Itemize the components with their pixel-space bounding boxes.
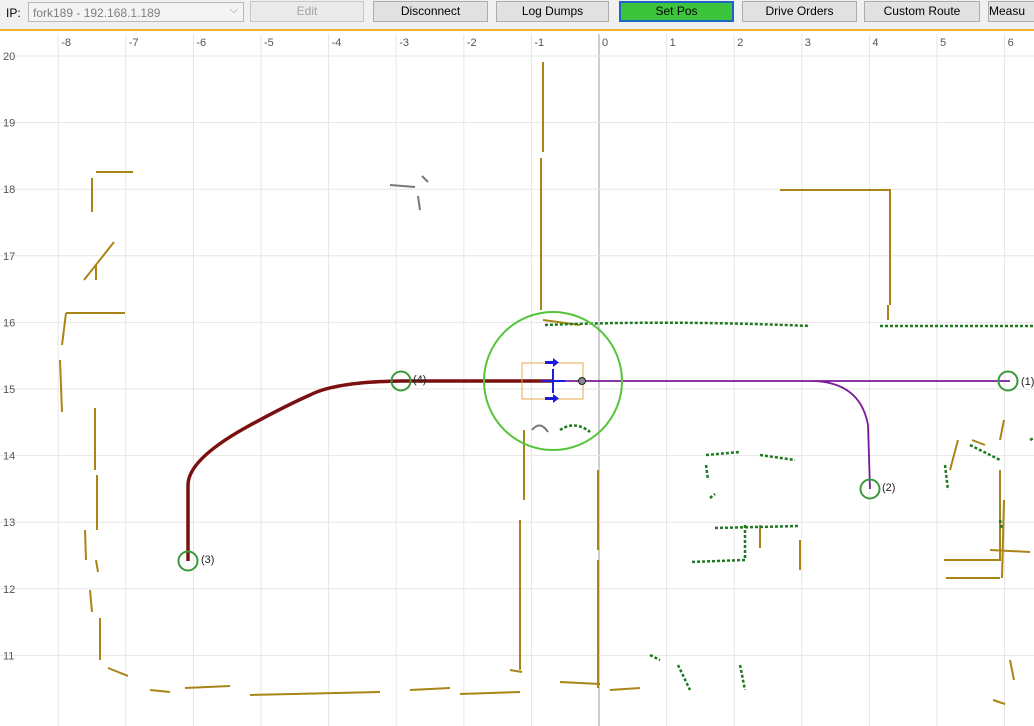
ip-select-value: fork189 - 192.168.1.189 [33, 6, 161, 20]
x-tick-label: 1 [670, 37, 676, 49]
x-tick-label: -1 [534, 37, 544, 49]
route-path-purple [552, 380, 1010, 490]
axis-ticks: 9-8-7-6-5-4-3-2-101234562019181716151413… [3, 37, 1014, 662]
ip-select[interactable]: fork189 - 192.168.1.189 ⌵ [28, 2, 244, 22]
y-tick-label: 13 [3, 517, 15, 529]
y-tick-label: 12 [3, 584, 15, 596]
x-tick-label: 5 [940, 37, 946, 49]
set-pos-button[interactable]: Set Pos [619, 1, 734, 22]
y-tick-label: 14 [3, 451, 15, 463]
y-tick-label: 11 [3, 650, 14, 662]
log-dumps-button[interactable]: Log Dumps [496, 1, 609, 22]
y-tick-label: 18 [3, 184, 15, 196]
route-path-dark [186, 379, 552, 561]
robot-marker[interactable] [483, 311, 623, 451]
robot-front-dot [578, 377, 586, 385]
y-tick-label: 16 [3, 317, 15, 329]
x-tick-label: 6 [1008, 37, 1014, 49]
waypoint-4[interactable]: (4) [390, 370, 427, 392]
y-tick-label: 20 [3, 51, 15, 63]
waypoint-3-circle [177, 550, 199, 572]
robot-range-circle [483, 311, 623, 451]
x-tick-label: 2 [737, 37, 743, 49]
y-tick-label: 17 [3, 251, 15, 263]
waypoint-2-label: (2) [882, 482, 895, 494]
x-tick-label: 0 [602, 37, 608, 49]
waypoint-1[interactable]: (1) [997, 370, 1034, 392]
map-canvas[interactable]: 9-8-7-6-5-4-3-2-101234562019181716151413… [0, 33, 1034, 726]
x-tick-label: -3 [399, 37, 409, 49]
waypoint-4-circle [390, 370, 412, 392]
y-tick-label: 15 [3, 384, 15, 396]
x-tick-label: -4 [332, 37, 342, 49]
x-tick-label: -7 [129, 37, 139, 49]
ip-label: IP: [6, 6, 21, 20]
x-tick-label: -6 [196, 37, 206, 49]
map-grid [0, 34, 1034, 726]
x-tick-label: -8 [61, 37, 71, 49]
waypoint-2-circle [859, 478, 881, 500]
lidar-scan [544, 321, 1034, 691]
waypoint-2[interactable]: (2) [859, 478, 896, 500]
disconnect-button[interactable]: Disconnect [373, 1, 488, 22]
waypoint-1-circle [997, 370, 1019, 392]
waypoint-3-label: (3) [201, 554, 214, 566]
map-walls [59, 62, 1031, 705]
measure-button[interactable]: Measu [988, 1, 1034, 22]
x-tick-label: -5 [264, 37, 274, 49]
waypoint-1-label: (1) [1021, 376, 1034, 388]
custom-route-button[interactable]: Custom Route [864, 1, 980, 22]
y-tick-label: 19 [3, 118, 15, 130]
x-tick-label: 4 [872, 37, 878, 49]
edit-button[interactable]: Edit [250, 1, 364, 22]
arrow-right-icon [545, 358, 559, 403]
waypoint-4-label: (4) [413, 374, 426, 386]
x-tick-label: 3 [805, 37, 811, 49]
drive-orders-button[interactable]: Drive Orders [742, 1, 857, 22]
waypoint-3[interactable]: (3) [177, 550, 215, 572]
x-tick-label: -2 [467, 37, 477, 49]
crosshair-icon [541, 369, 565, 393]
toolbar: IP: fork189 - 192.168.1.189 ⌵ Edit Disco… [0, 0, 1034, 31]
chevron-down-icon: ⌵ [229, 4, 238, 16]
